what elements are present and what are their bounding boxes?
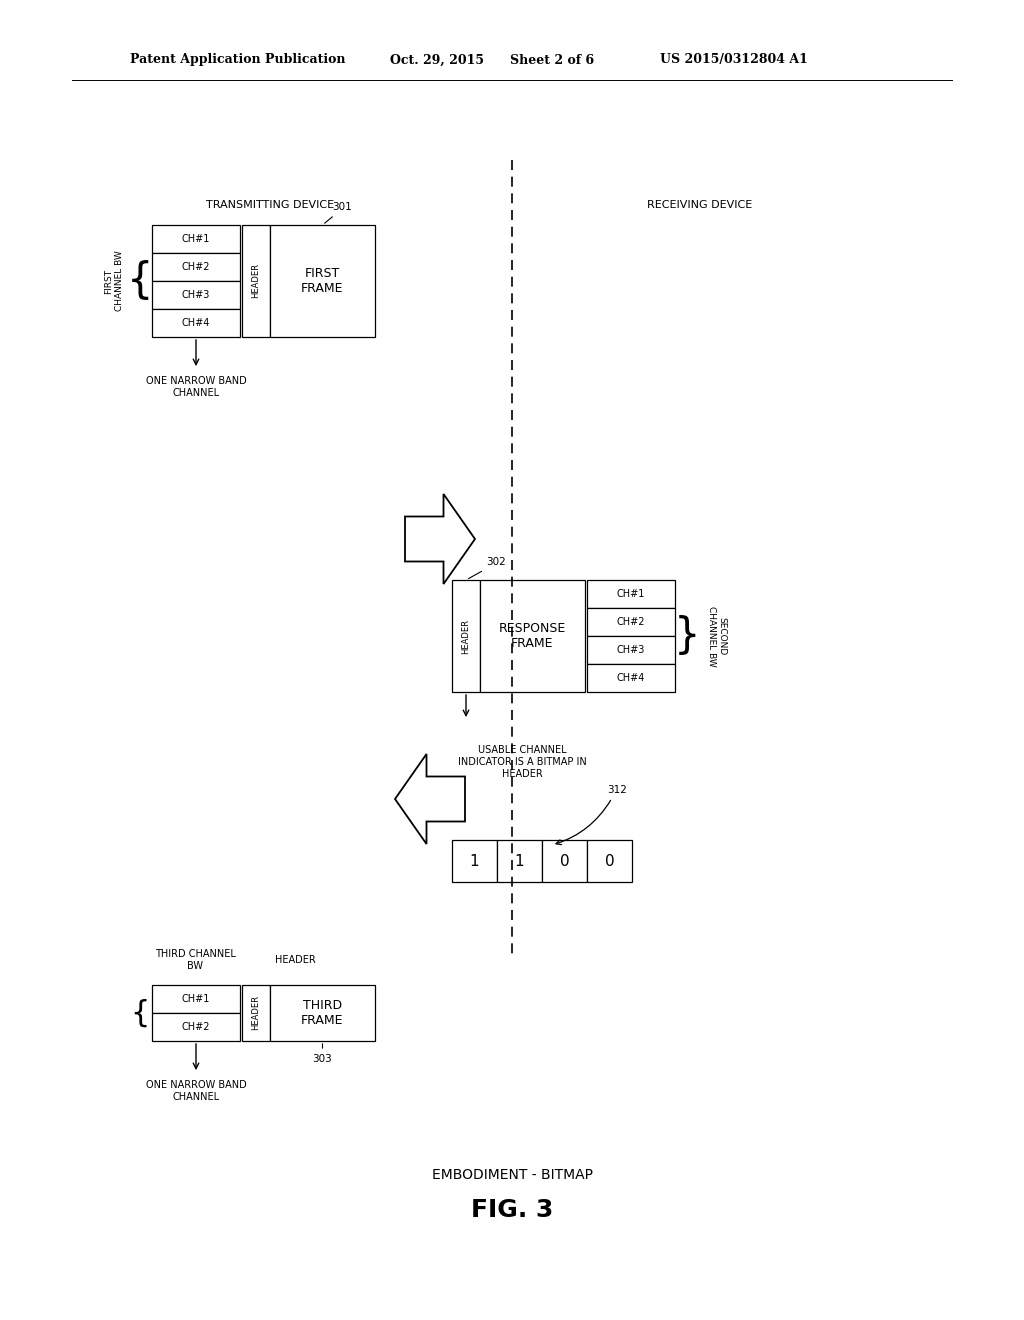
Text: Sheet 2 of 6: Sheet 2 of 6 <box>510 54 594 66</box>
Text: }: } <box>674 615 700 657</box>
Text: 312: 312 <box>607 785 627 795</box>
Bar <box>152 224 240 253</box>
Text: FIRST
FRAME: FIRST FRAME <box>301 267 344 294</box>
Bar <box>152 281 240 309</box>
Text: {: { <box>127 260 154 302</box>
Bar <box>152 253 240 281</box>
Text: FIG. 3: FIG. 3 <box>471 1199 553 1222</box>
Bar <box>542 840 587 882</box>
Bar <box>587 609 675 636</box>
Bar <box>452 840 497 882</box>
Text: RECEIVING DEVICE: RECEIVING DEVICE <box>647 201 753 210</box>
Text: CH#3: CH#3 <box>182 290 210 300</box>
Text: ONE NARROW BAND
CHANNEL: ONE NARROW BAND CHANNEL <box>145 376 247 397</box>
Bar <box>152 309 240 337</box>
Bar <box>587 579 675 609</box>
Text: CH#2: CH#2 <box>181 261 210 272</box>
Text: 302: 302 <box>486 557 506 568</box>
Text: THIRD
FRAME: THIRD FRAME <box>301 999 344 1027</box>
Text: HEADER: HEADER <box>274 954 315 965</box>
Text: CH#2: CH#2 <box>616 616 645 627</box>
Text: Patent Application Publication: Patent Application Publication <box>130 54 345 66</box>
Text: 1: 1 <box>515 854 524 869</box>
Bar <box>497 840 542 882</box>
Text: FIRST
CHANNEL BW: FIRST CHANNEL BW <box>104 251 124 312</box>
Text: 0: 0 <box>605 854 614 869</box>
Text: {: { <box>130 998 150 1027</box>
Bar <box>452 579 480 692</box>
Polygon shape <box>406 494 475 583</box>
Text: CH#1: CH#1 <box>616 589 645 599</box>
Text: HEADER: HEADER <box>462 619 470 653</box>
Text: SECOND
CHANNEL BW: SECOND CHANNEL BW <box>708 606 727 667</box>
Text: HEADER: HEADER <box>252 264 260 298</box>
Bar <box>152 985 240 1012</box>
Text: RESPONSE
FRAME: RESPONSE FRAME <box>499 622 566 649</box>
Bar <box>480 579 585 692</box>
Text: 303: 303 <box>312 1053 333 1064</box>
Text: CH#3: CH#3 <box>616 645 645 655</box>
Bar <box>587 636 675 664</box>
Text: USABLE CHANNEL
INDICATOR IS A BITMAP IN
HEADER: USABLE CHANNEL INDICATOR IS A BITMAP IN … <box>458 746 587 779</box>
Bar <box>587 664 675 692</box>
Text: US 2015/0312804 A1: US 2015/0312804 A1 <box>660 54 808 66</box>
Text: TRANSMITTING DEVICE: TRANSMITTING DEVICE <box>206 201 334 210</box>
Text: CH#1: CH#1 <box>182 994 210 1005</box>
Text: CH#1: CH#1 <box>182 234 210 244</box>
Text: THIRD CHANNEL
BW: THIRD CHANNEL BW <box>155 949 236 970</box>
Text: CH#4: CH#4 <box>616 673 645 682</box>
Text: CH#4: CH#4 <box>182 318 210 327</box>
Bar <box>270 985 375 1041</box>
Bar <box>242 224 270 337</box>
Text: 301: 301 <box>333 202 352 213</box>
Bar <box>270 224 375 337</box>
Text: ONE NARROW BAND
CHANNEL: ONE NARROW BAND CHANNEL <box>145 1080 247 1102</box>
Polygon shape <box>395 754 465 843</box>
Bar <box>242 985 270 1041</box>
Text: 0: 0 <box>560 854 569 869</box>
Text: Oct. 29, 2015: Oct. 29, 2015 <box>390 54 484 66</box>
Text: CH#2: CH#2 <box>181 1022 210 1032</box>
Text: HEADER: HEADER <box>252 995 260 1031</box>
Bar <box>152 1012 240 1041</box>
Text: 1: 1 <box>470 854 479 869</box>
Text: EMBODIMENT - BITMAP: EMBODIMENT - BITMAP <box>431 1168 593 1181</box>
Bar <box>587 840 632 882</box>
